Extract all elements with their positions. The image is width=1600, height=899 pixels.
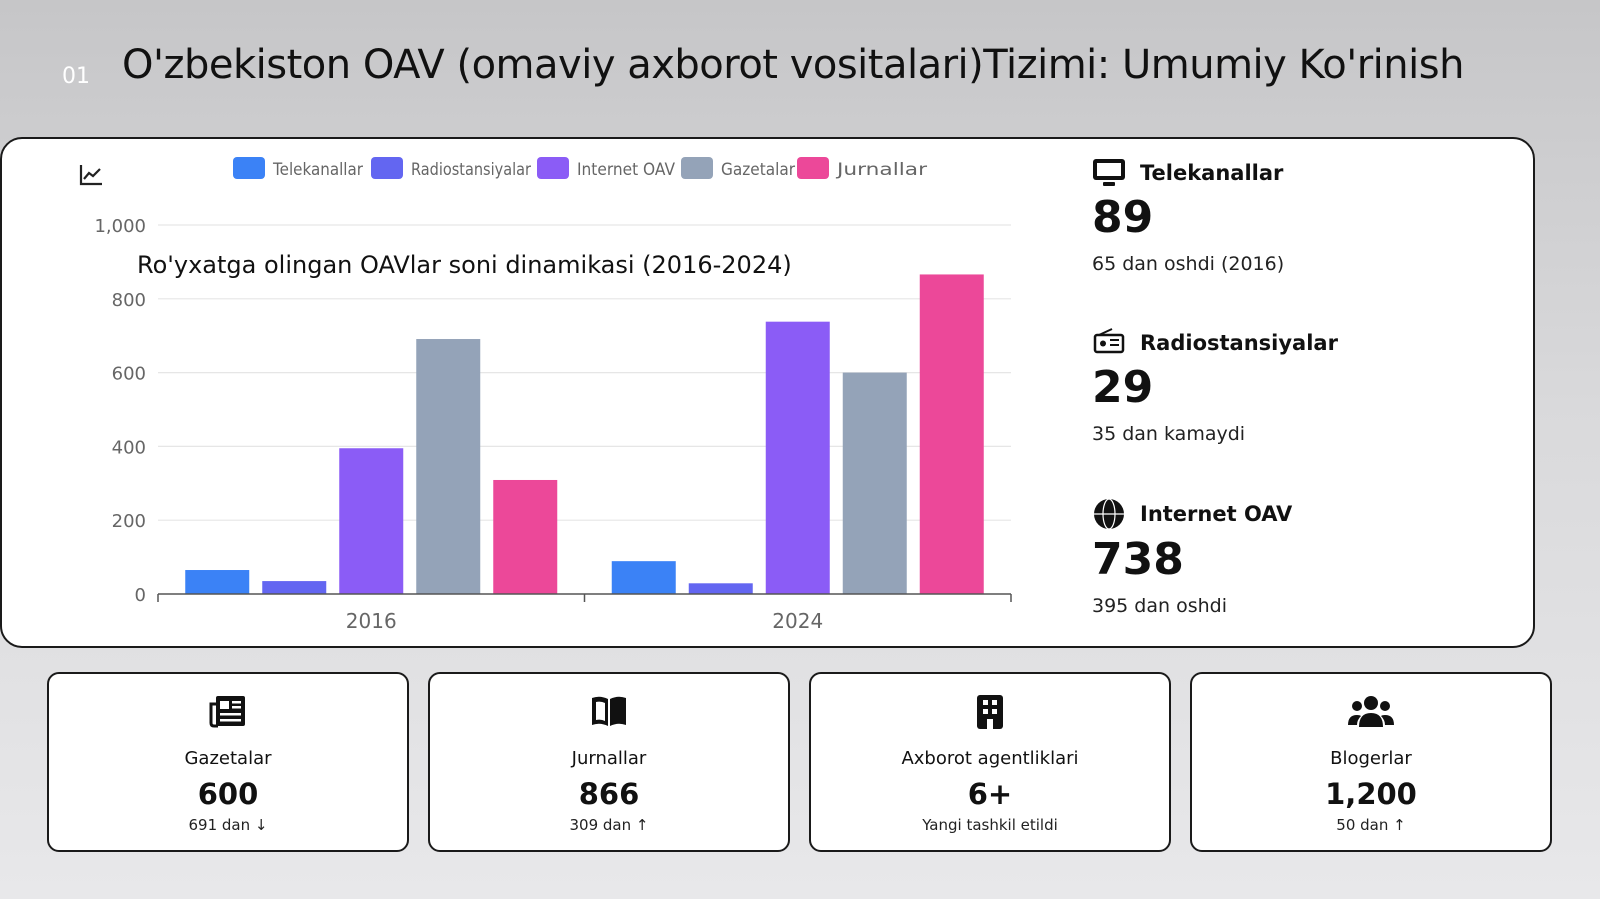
card-sub: 50 dan ↑: [1336, 816, 1406, 834]
legend-label: Telekanallar: [272, 160, 363, 180]
stat-radiostansiyalar: Radiostansiyalar 29 35 dan kamaydi: [1092, 328, 1338, 445]
chart-axes: 2016 2024: [157, 593, 1012, 633]
stat-sub: 35 dan kamaydi: [1092, 423, 1246, 445]
card-label: Jurnallar: [571, 748, 647, 769]
card-gazetalar: Gazetalar 600 691 dan ↓: [47, 672, 409, 852]
x-tick-label: 2024: [772, 609, 823, 633]
chart-bars: [185, 274, 984, 594]
stat-label: Radiostansiyalar: [1140, 331, 1338, 355]
y-tick-label: 400: [112, 437, 146, 458]
card-value: 6+: [967, 777, 1013, 811]
x-tick-label: 2016: [346, 609, 397, 633]
bar-telekanallar-2024: [611, 561, 676, 594]
tv-icon: [1093, 159, 1125, 186]
card-jurnallar: Jurnallar 866 309 dan ↑: [428, 672, 790, 852]
card-label: Blogerlar: [1330, 748, 1412, 769]
newspaper-icon: [209, 696, 245, 728]
y-tick-label: 1,000: [94, 216, 146, 237]
building-icon: [977, 695, 1003, 729]
card-sub: Yangi tashkil etildi: [922, 816, 1058, 834]
legend-label: Radiostansiyalar: [411, 160, 531, 180]
y-tick-label: 600: [112, 364, 146, 385]
bar-radiostansiyalar-2016: [262, 581, 327, 594]
legend-swatch-internet: [537, 157, 569, 179]
bar-radiostansiyalar-2024: [688, 583, 753, 594]
radio-icon: [1093, 328, 1125, 354]
card-value: 1,200: [1325, 777, 1417, 811]
card-sub: 309 dan ↑: [569, 816, 649, 834]
y-tick-label: 800: [112, 290, 146, 311]
legend-label: Gazetalar: [721, 160, 795, 180]
stat-telekanallar: Telekanallar 89 65 dan oshdi (2016): [1092, 158, 1284, 275]
y-tick-label: 0: [135, 585, 146, 606]
legend-swatch-jurnallar: [797, 157, 829, 179]
stat-value: 738: [1092, 534, 1184, 585]
stat-sub: 395 dan oshdi: [1092, 595, 1227, 617]
bar-gazetalar-2016: [416, 339, 481, 594]
globe-icon: [1094, 498, 1124, 530]
chart-line-icon: [79, 165, 102, 186]
chart-title: Ro'yxatga olingan OAVlar soni dinamikasi…: [137, 251, 792, 279]
bar-jurnallar-2016: [493, 479, 558, 594]
legend-swatch-gazetalar: [681, 157, 713, 179]
book-icon: [592, 696, 626, 726]
card-sub: 691 dan ↓: [188, 816, 268, 834]
bar-internet-2024: [765, 321, 830, 594]
stat-internet-oav: Internet OAV 738 395 dan oshdi: [1092, 498, 1292, 617]
bar-gazetalar-2024: [842, 372, 907, 594]
bar-jurnallar-2024: [919, 274, 984, 594]
chart-legend: Telekanallar Radiostansiyalar Internet OAV…: [233, 157, 927, 180]
stat-label: Internet OAV: [1140, 502, 1293, 526]
card-label: Gazetalar: [184, 748, 272, 769]
stat-label: Telekanallar: [1140, 161, 1284, 185]
bar-chart: Telekanallar Radiostansiyalar Internet OAV…: [94, 157, 1012, 633]
stat-value: 89: [1092, 192, 1154, 243]
card-blogerlar: Blogerlar 1,200 50 dan ↑: [1190, 672, 1552, 852]
users-icon: [1348, 696, 1394, 727]
page-title: O'zbekiston OAV (omaviy axborot vositala…: [122, 42, 1464, 88]
bar-telekanallar-2016: [185, 570, 250, 594]
card-value: 600: [197, 777, 259, 811]
legend-swatch-radiostansiyalar: [371, 157, 403, 179]
slide-number: 01: [62, 64, 90, 89]
stat-sub: 65 dan oshdi (2016): [1092, 253, 1285, 275]
y-tick-label: 200: [112, 511, 146, 532]
card-axborot-agentliklari: Axborot agentliklari 6+ Yangi tashkil et…: [809, 672, 1171, 852]
legend-label: Jurnallar: [836, 160, 927, 180]
card-label: Axborot agentliklari: [901, 748, 1079, 769]
legend-label: Internet OAV: [577, 160, 675, 180]
card-value: 866: [578, 777, 640, 811]
legend-swatch-telekanallar: [233, 157, 265, 179]
stat-value: 29: [1092, 362, 1154, 413]
bar-internet-2016: [339, 448, 404, 594]
